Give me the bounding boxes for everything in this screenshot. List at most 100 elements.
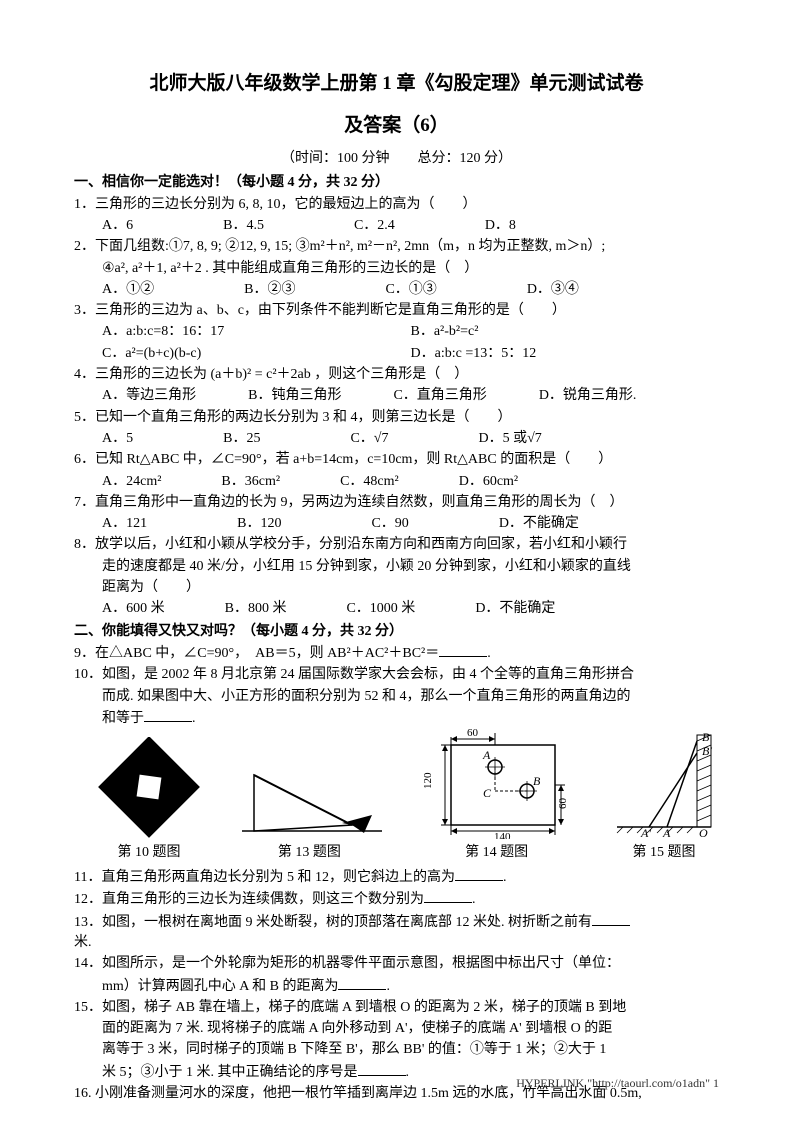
q11-text: 11．直角三角形两直角边长分别为 5 和 12，则它斜边上的高为 [74, 870, 455, 885]
q2-l2: ④a², a²＋1, a²＋2 . 其中能组成直角三角形的三边长的是（ ） [74, 259, 719, 279]
q5a: A．5 [102, 429, 133, 449]
q7: 7．直角三角形中一直角边的长为 9，另两边为连续自然数，则直角三角形的周长为（ … [74, 493, 719, 513]
fig14-B: B [533, 774, 541, 788]
fig14-caption: 第 14 题图 [465, 843, 528, 863]
q1: 1．三角形的三边长分别为 6, 8, 10，它的最短边上的高为（ ） [74, 195, 719, 215]
q4-options: A．等边三角形 B．钝角三角形 C．直角三角形 D．锐角三角形. [74, 386, 719, 406]
q15-blank [358, 1062, 406, 1076]
q4b: B．钝角三角形 [248, 386, 341, 406]
q8a: A．600 米 [102, 599, 165, 619]
fig14-C: C [483, 786, 492, 800]
q5-options: A．5 B．25 C．√7 D．5 或√7 [74, 429, 719, 449]
q13-blank [592, 912, 630, 926]
title-sub: 及答案（6） [74, 112, 719, 140]
q8-l3: 距离为（ ） [74, 578, 719, 598]
fig14-lbl-120: 120 [422, 772, 434, 789]
section-2-title: 二、你能填得又快又对吗？（每小题 4 分，共 32 分） [74, 622, 719, 642]
fig14-lbl-60: 60 [467, 727, 479, 739]
q9-blank [439, 643, 487, 657]
q4c: C．直角三角形 [393, 386, 486, 406]
q5d: D．5 或√7 [479, 429, 542, 449]
q6: 6．已知 Rt△ABC 中，∠C=90°，若 a+b=14cm，c=10cm，则… [74, 450, 719, 470]
q5: 5．已知一个直角三角形的两边长分别为 3 和 4，则第三边长是（ ） [74, 408, 719, 428]
q11-blank [455, 867, 503, 881]
q8c: C．1000 米 [346, 599, 415, 619]
q10-blank [144, 708, 192, 722]
q3d: D．a:b:c =13：5：12 [411, 344, 720, 364]
q4: 4．三角形的三边长为 (a＋b)² = c²＋2ab ，则这个三角形是（ ） [74, 365, 719, 385]
q14-blank [338, 976, 386, 990]
q2d: D．③④ [527, 280, 579, 300]
fig14-lbl-60b: 60 [557, 797, 569, 809]
q2a: A．①② [102, 280, 154, 300]
fig13-caption: 第 13 题图 [278, 843, 341, 863]
page-footer: HYPERLINK "http://taourl.com/o1adn" 1 [516, 1075, 719, 1092]
q7c: C．90 [371, 514, 408, 534]
q4d: D．锐角三角形. [539, 386, 637, 406]
q13-l2: 米. [74, 933, 719, 953]
q12: 12．直角三角形的三边长为连续偶数，则这三个数分别为. [74, 889, 719, 910]
fig15-svg: B B' A A' O [609, 729, 719, 839]
fig15-B: B [702, 730, 710, 744]
figures-row: 第 10 题图 第 13 题图 60 120 [96, 735, 719, 863]
fig14-lbl-140: 140 [494, 831, 511, 839]
q6a: A．24cm² [102, 472, 161, 492]
q3-options-r2: C．a²=(b+c)(b-c) D．a:b:c =13：5：12 [74, 344, 719, 364]
fig10: 第 10 题图 [96, 737, 202, 863]
q15-l1: 15．如图，梯子 AB 靠在墙上，梯子的底端 A 到墙根 O 的距离为 2 米，… [74, 998, 719, 1018]
q7-options: A．121 B．120 C．90 D．不能确定 [74, 514, 719, 534]
q6c: C．48cm² [340, 472, 399, 492]
fig14-A: A [482, 748, 491, 762]
q10-l2: 而成. 如果图中大、小正方形的面积分别为 52 和 4，那么一个直角三角形的两直… [74, 687, 719, 707]
q2b: B．②③ [244, 280, 295, 300]
q1c: C．2.4 [354, 216, 395, 236]
q8d: D．不能确定 [475, 599, 555, 619]
q13-text: 13．如图，一根树在离地面 9 米处断裂，树的顶部落在离底部 12 米处. 树折… [74, 915, 592, 930]
q3a: A．a:b:c=8：16：17 [102, 322, 411, 342]
q2-options: A．①② B．②③ C．①③ D．③④ [74, 280, 719, 300]
q8b: B．800 米 [225, 599, 287, 619]
q2c: C．①③ [385, 280, 436, 300]
exam-info: （时间：100 分钟 总分：120 分） [74, 149, 719, 169]
q3-options-r1: A．a:b:c=8：16：17 B．a²-b²=c² [74, 322, 719, 342]
q10-l1: 10．如图，是 2002 年 8 月北京第 24 届国际数学家大会会标，由 4 … [74, 665, 719, 685]
section-1-title: 一、相信你一定能选对！（每小题 4 分，共 32 分） [74, 173, 719, 193]
q3: 3．三角形的三边为 a、b、c，由下列条件不能判断它是直角三角形的是（ ） [74, 301, 719, 321]
q1-options: A．6 B．4.5 C．2.4 D．8 [74, 216, 719, 236]
fig10-svg [96, 737, 202, 839]
q11: 11．直角三角形两直角边长分别为 5 和 12，则它斜边上的高为. [74, 867, 719, 888]
fig15-caption: 第 15 题图 [632, 843, 695, 863]
q9-text: 9．在△ABC 中，∠C=90°， AB＝5，则 AB²＋AC²＋BC²＝ [74, 646, 439, 661]
q9: 9．在△ABC 中，∠C=90°， AB＝5，则 AB²＋AC²＋BC²＝. [74, 643, 719, 664]
q13: 13．如图，一根树在离地面 9 米处断裂，树的顶部落在离底部 12 米处. 树折… [74, 912, 719, 933]
q6b: B．36cm² [221, 472, 280, 492]
q14-l2: mm）计算两圆孔中心 A 和 B 的距离为. [74, 976, 719, 997]
q5c: C．√7 [350, 429, 388, 449]
q14-l1: 14．如图所示，是一个外轮廓为矩形的机器零件平面示意图，根据图中标出尺寸（单位： [74, 954, 719, 974]
q3c: C．a²=(b+c)(b-c) [102, 344, 411, 364]
q7b: B．120 [237, 514, 281, 534]
q10-l3-text: 和等于 [102, 711, 144, 726]
q3b: B．a²-b²=c² [411, 322, 720, 342]
fig15: B B' A A' O 第 15 题图 [609, 729, 719, 863]
fig14: 60 120 140 60 A B [417, 727, 577, 863]
q6d: D．60cm² [459, 472, 518, 492]
fig13-svg [234, 749, 384, 839]
q5b: B．25 [223, 429, 260, 449]
fig10-caption: 第 10 题图 [118, 843, 181, 863]
q2-l1: 2．下面几组数:①7, 8, 9; ②12, 9, 15; ③m²＋n², m²… [74, 237, 719, 257]
q15-l2: 面的距离为 7 米. 现将梯子的底端 A 向外移动到 A'，使梯子的底端 A' … [74, 1019, 719, 1039]
q1b: B．4.5 [223, 216, 264, 236]
title-main: 北师大版八年级数学上册第 1 章《勾股定理》单元测试试卷 [74, 70, 719, 98]
q12-blank [424, 889, 472, 903]
fig13: 第 13 题图 [234, 749, 384, 863]
q8-options: A．600 米 B．800 米 C．1000 米 D．不能确定 [74, 599, 719, 619]
q8-l1: 8．放学以后，小红和小颖从学校分手，分别沿东南方向和西南方向回家，若小红和小颖行 [74, 535, 719, 555]
q1a: A．6 [102, 216, 133, 236]
q7a: A．121 [102, 514, 147, 534]
q4a: A．等边三角形 [102, 386, 196, 406]
fig15-A: A [662, 826, 671, 839]
q8-l2: 走的速度都是 40 米/分，小红用 15 分钟到家，小颖 20 分钟到家，小红和… [74, 557, 719, 577]
q15-l4-text: 米 5；③小于 1 米. 其中正确结论的序号是 [102, 1065, 358, 1080]
fig15-Ap: A' [640, 826, 651, 839]
